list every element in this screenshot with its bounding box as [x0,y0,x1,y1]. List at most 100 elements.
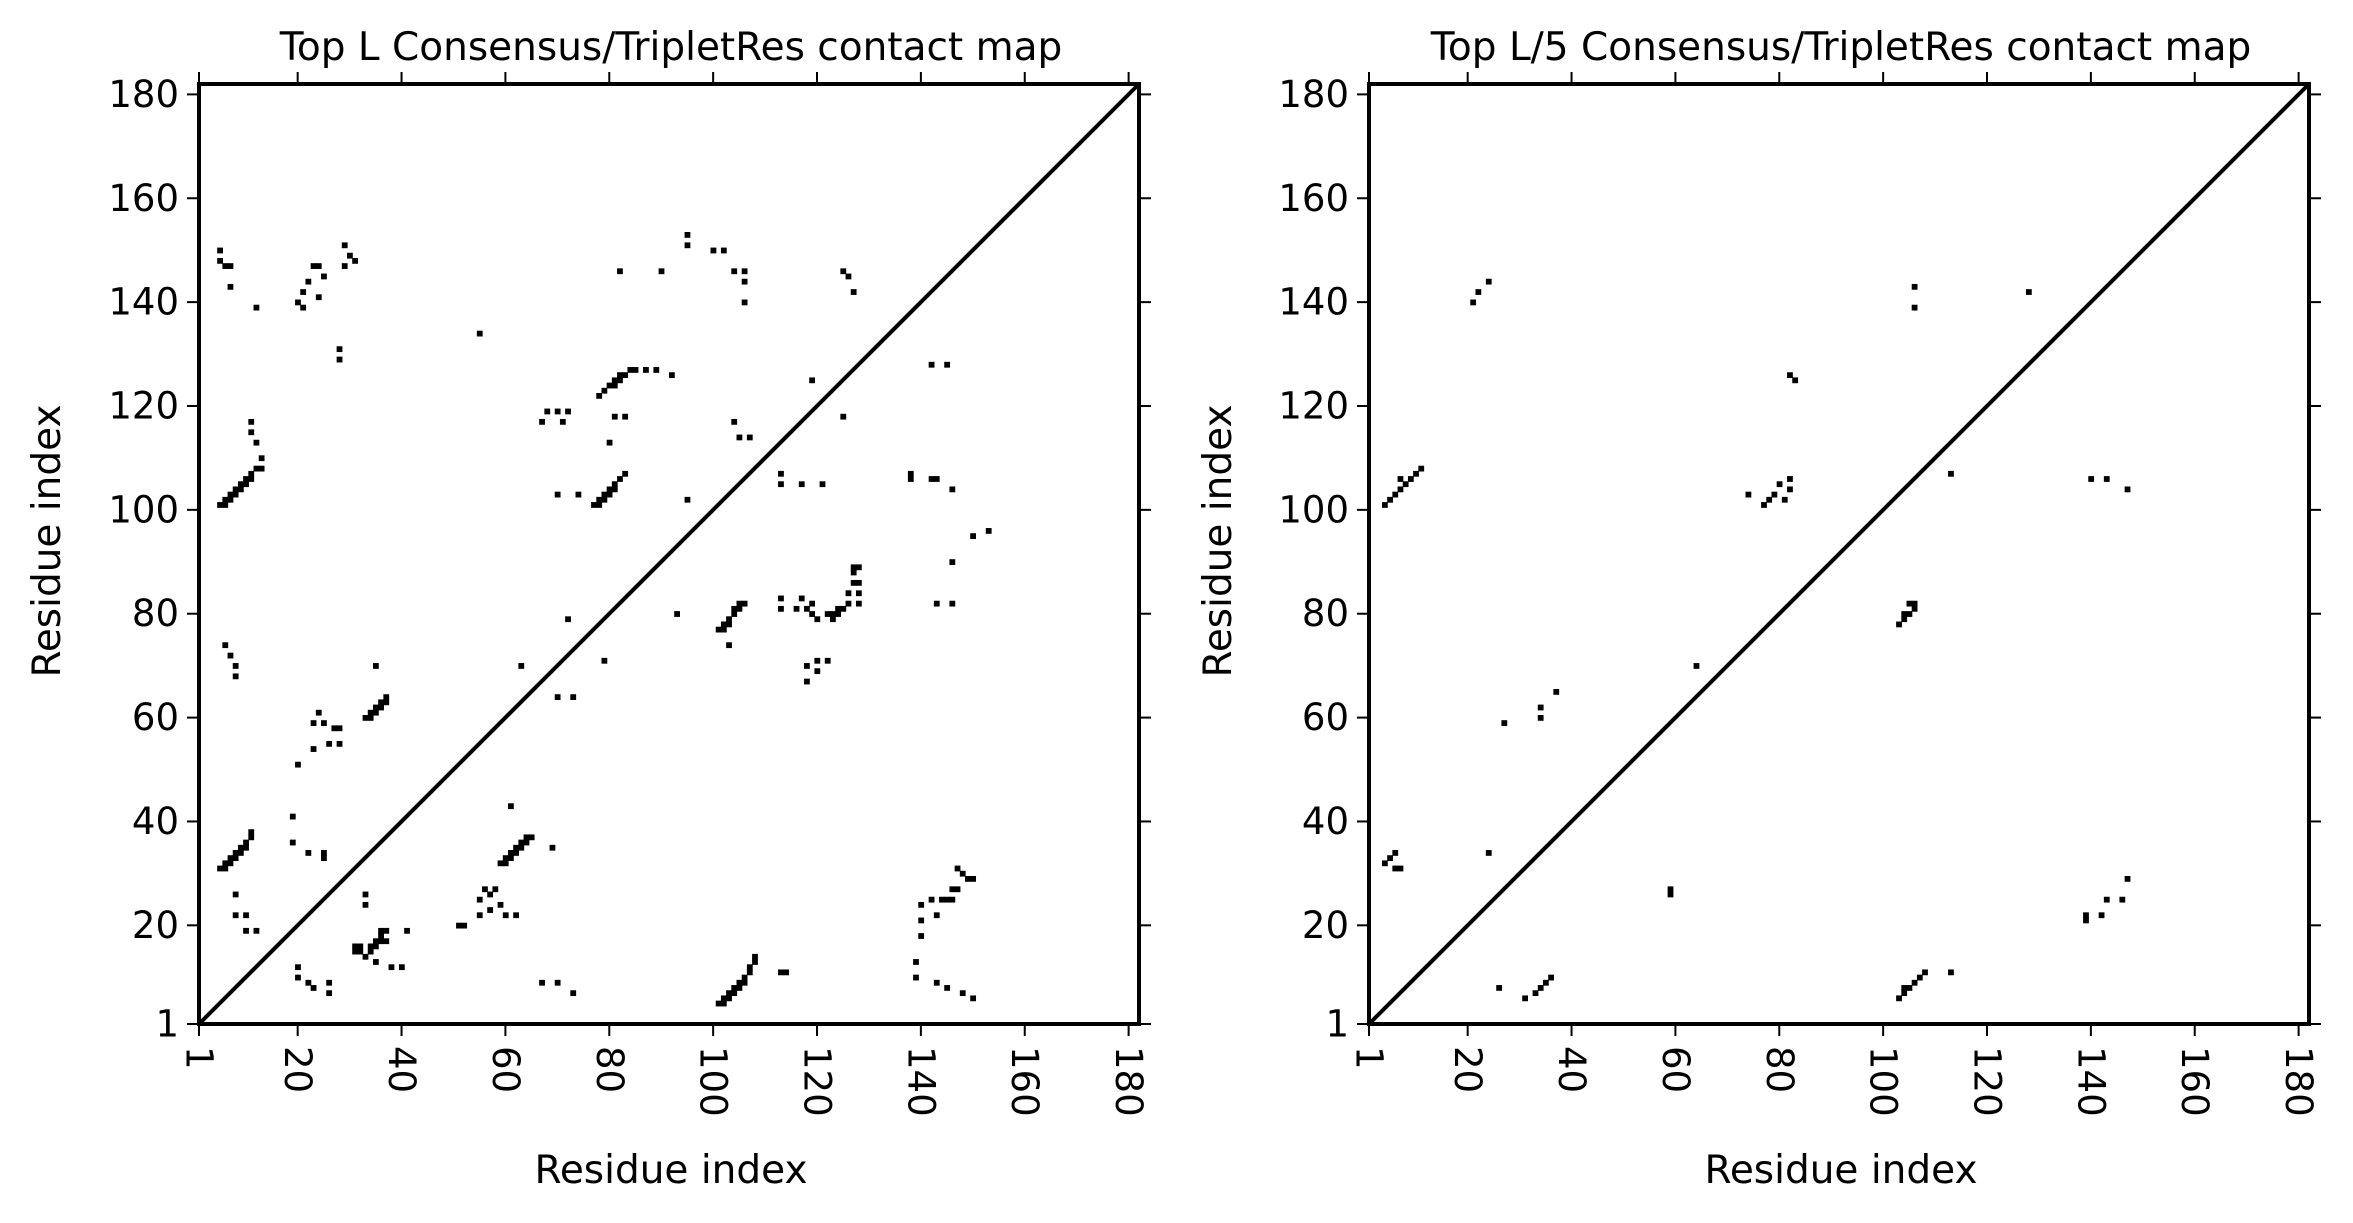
contact-cell [243,481,249,488]
contact-cell [253,304,260,311]
x-tick-label: 160 [1003,1046,1046,1117]
contact-cell [243,476,249,482]
contact-cell [949,886,956,893]
contact-cell [954,865,961,872]
x-tick-label: 80 [1758,1046,1801,1093]
contact-cell [232,486,239,493]
contact-cell [845,600,852,607]
contact-cell [1548,974,1554,981]
contact-cell [617,476,623,482]
contact-cell [367,709,374,716]
contact-cell [913,959,919,965]
contact-cell [1896,621,1902,628]
contact-cell [315,263,322,269]
contact-cell [855,590,862,597]
x-axis-label: Residue index [534,1148,807,1193]
contact-cell [809,600,816,607]
contact-cell [611,486,618,493]
contact-cell [217,502,223,508]
contact-cell [1792,377,1799,384]
contact-cell [1537,985,1544,991]
contact-cell [715,626,722,633]
contact-cell [684,496,691,503]
contact-cell [326,979,333,986]
y-tick-label: 1 [1325,1003,1349,1046]
contact-cell [362,953,369,960]
contact-cell [746,964,753,971]
contact-cell [248,418,255,425]
contact-cell [1470,299,1477,306]
contact-cell [918,917,925,924]
contact-cell [726,621,732,628]
contact-cell [798,595,805,602]
contact-cell [362,891,369,898]
contact-cell [596,496,603,503]
contact-cell [720,621,727,628]
contact-cell [949,600,956,607]
contact-cell [944,361,951,368]
x-tick-label: 100 [692,1046,735,1117]
contact-cell [258,455,265,462]
contact-cell [2119,896,2126,903]
y-tick-label: 60 [132,696,179,739]
contact-cell [305,979,312,986]
contact-cell [321,855,327,862]
contact-cell [1901,616,1908,623]
contact-cell [1496,985,1503,991]
contact-cell [508,850,514,856]
y-tick-label: 40 [1302,800,1349,843]
contact-cell [606,439,613,446]
contact-cell [554,408,561,415]
contact-cell [1761,502,1767,508]
contact-cell [372,959,379,965]
contact-cell [949,486,956,493]
contact-cell [933,912,940,919]
contact-cell [741,979,748,986]
contact-cell [217,247,223,254]
contact-cell [1911,979,1918,986]
y-tick-label: 60 [1302,696,1349,739]
contact-cell [289,813,296,820]
contact-cell [487,907,494,913]
contact-marks [217,232,992,1007]
contact-cell [217,257,223,264]
contact-cell [243,844,249,851]
contact-cell [502,855,509,862]
contact-cell [476,912,483,919]
contact-cell [985,528,992,534]
contact-cell [731,611,738,617]
contact-cell [367,714,374,721]
contact-cell [632,367,639,373]
contact-cell [383,694,390,701]
contact-cell [814,616,821,623]
contact-cell [1667,891,1674,898]
contact-cell [944,896,951,903]
contact-cell [310,720,317,726]
contact-cell [372,709,379,716]
contact-cell [1397,476,1404,482]
contact-cell [731,268,738,275]
contact-cell [601,496,608,503]
contact-cell [1948,470,1954,477]
contact-map-panel-top-l5: Top L/5 Consensus/TripletRes contact map… [1196,25,2321,1193]
contact-cell [305,850,312,856]
contact-cell [726,990,732,997]
contact-cell [2083,917,2089,924]
contact-cell [720,247,727,254]
contact-cell [840,268,847,275]
contact-cell [1413,470,1419,477]
y-tick-label: 100 [1278,488,1349,531]
contact-cell [778,605,784,612]
x-axis-label: Residue index [1704,1148,1977,1193]
contact-cell [970,995,977,1002]
contact-cell [383,938,390,945]
contact-cell [601,387,608,394]
contact-cell [372,704,379,711]
chart-title: Top L Consensus/TripletRes contact map [279,25,1063,70]
diagonal-line [1367,82,2311,1026]
contact-cell [954,886,961,893]
contact-cell [1522,995,1528,1002]
contact-cell [804,605,810,612]
contact-cell [710,247,717,254]
